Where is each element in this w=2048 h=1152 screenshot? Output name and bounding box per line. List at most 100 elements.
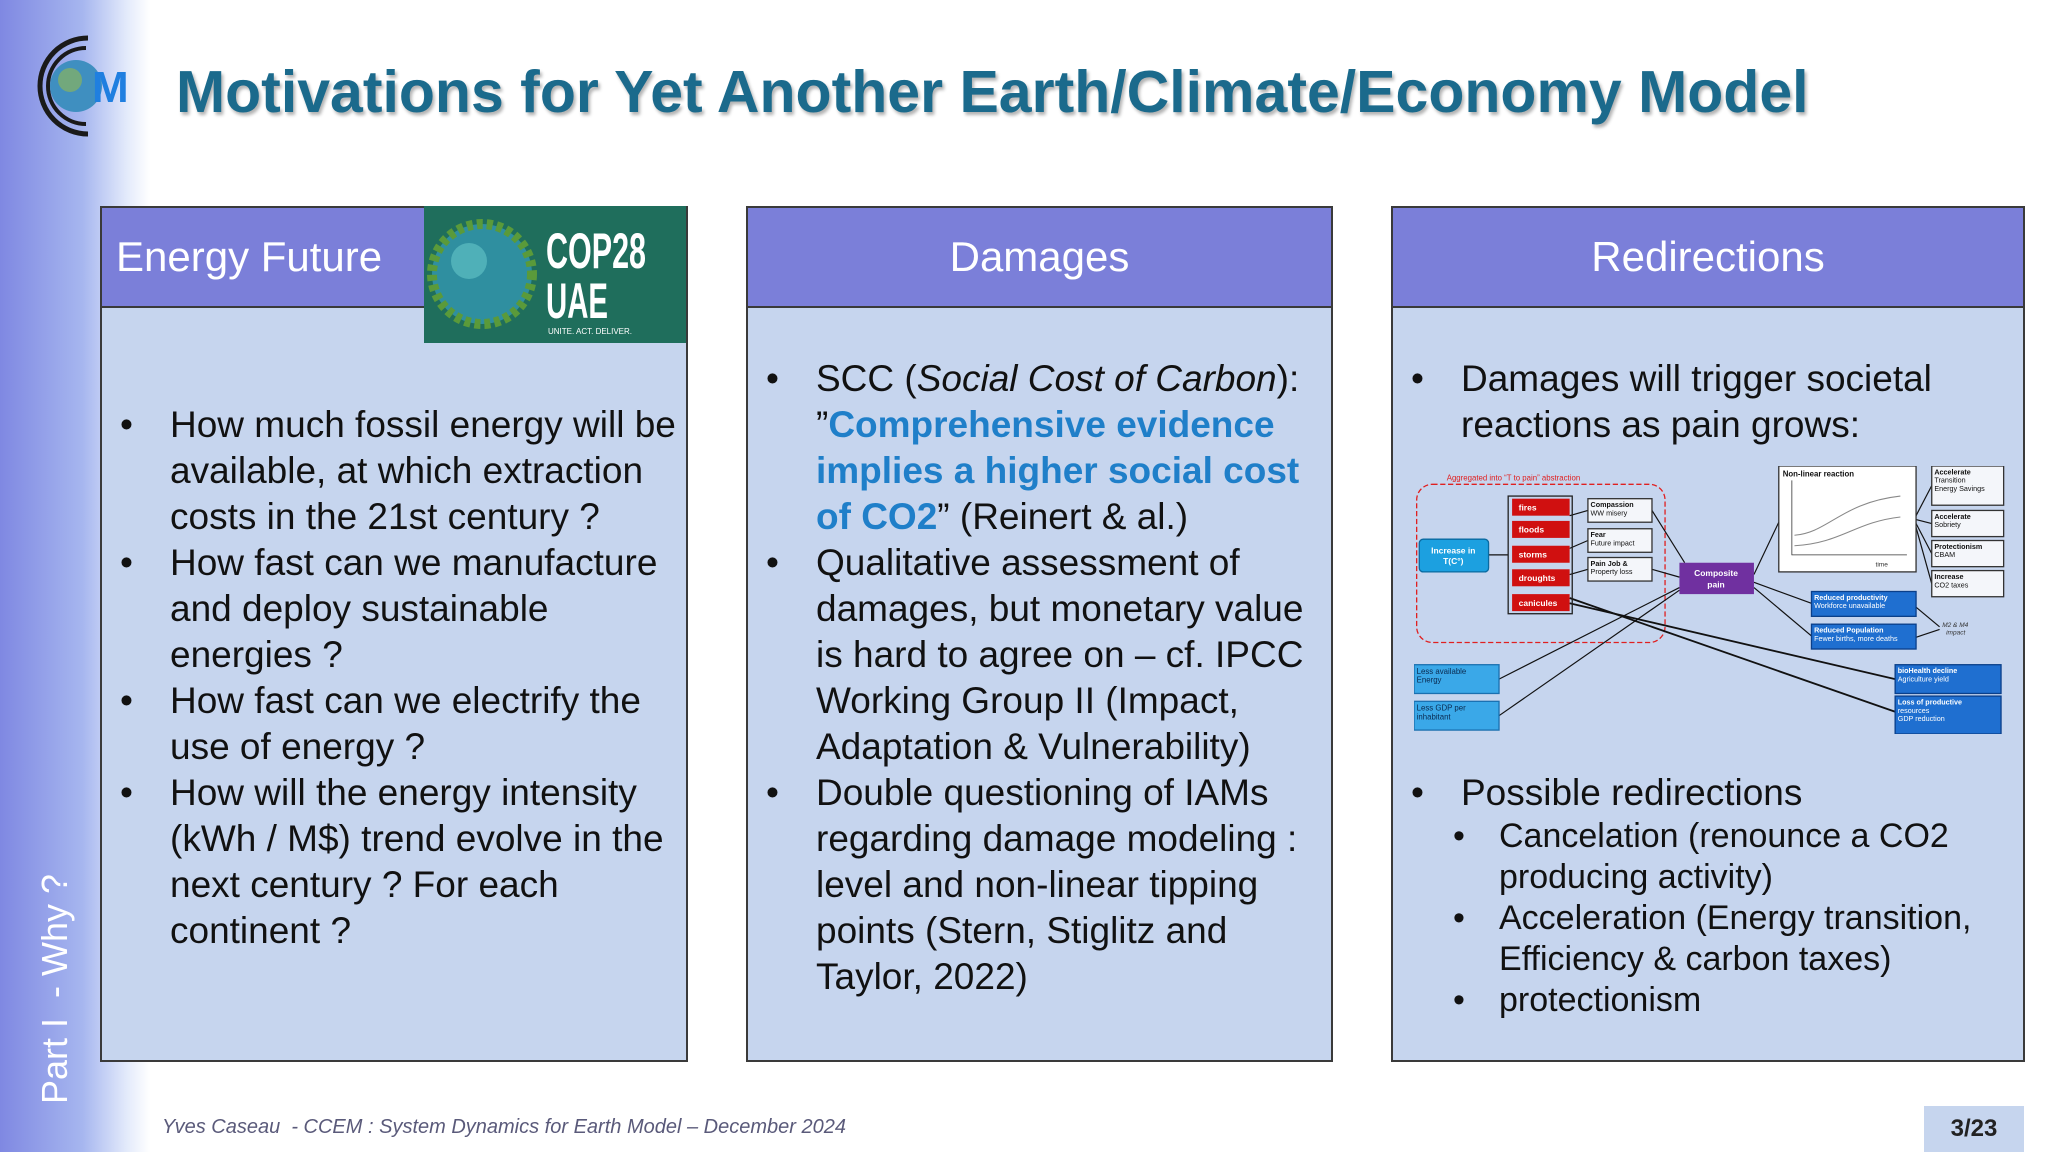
graph-curve xyxy=(1794,495,1901,536)
node-label: Increase xyxy=(1934,572,1963,581)
bullet: Damages will trigger societal reactions … xyxy=(1411,356,1971,448)
arrow xyxy=(1915,519,1932,525)
node-label: Accelerate xyxy=(1934,467,1970,476)
arrow xyxy=(1569,597,1896,713)
node xyxy=(1810,623,1917,650)
node xyxy=(1414,700,1500,731)
bullet-list: Damages will trigger societal reactions … xyxy=(1411,356,1971,448)
node-label: resources xyxy=(1898,706,1930,715)
node xyxy=(1810,590,1917,617)
cop28-art: COP28 UAE UNITE. ACT. DELIVER. xyxy=(427,219,646,336)
node-label: Less GDP per xyxy=(1417,703,1466,712)
node-label: Energy Savings xyxy=(1934,484,1985,493)
bullet-list: Possible redirections xyxy=(1411,770,2011,816)
node-label: canicules xyxy=(1519,598,1558,608)
logo-land xyxy=(58,68,82,92)
node-label: Protectionism xyxy=(1934,542,1982,551)
node-label: Transition xyxy=(1934,476,1965,485)
node-label: WW misery xyxy=(1591,508,1628,517)
sub-bullet-list: Cancelation (renounce a CO2 producing ac… xyxy=(1453,816,2013,1021)
node xyxy=(1414,664,1500,695)
panel-header: Redirections xyxy=(1393,208,2023,308)
node-label: Reduced productivity xyxy=(1814,593,1887,602)
arrow xyxy=(1651,568,1680,578)
node-label: Composite xyxy=(1694,568,1738,578)
node-label: T(C°) xyxy=(1443,556,1464,566)
page-number-text: 3/23 xyxy=(1950,1115,1998,1142)
earth-leaves xyxy=(427,219,537,329)
node-label: Workforce unavailable xyxy=(1814,601,1885,610)
node xyxy=(1587,498,1653,523)
node xyxy=(1931,539,2005,568)
node-label: Loss of productive xyxy=(1898,698,1962,707)
node xyxy=(1512,594,1570,612)
node xyxy=(1931,569,2005,598)
hazard-frame xyxy=(1507,495,1573,615)
side-label: Part I - Why ? xyxy=(34,873,75,1104)
bullet: How much fossil energy will be available… xyxy=(120,402,680,540)
slide-title: Motivations for Yet Another Earth/Climat… xyxy=(176,59,1809,125)
panel-title: Damages xyxy=(949,233,1130,280)
node-label: Fewer births, more deaths xyxy=(1814,634,1898,643)
node xyxy=(1512,569,1570,587)
node-label: Reduced Population xyxy=(1814,626,1883,635)
node-label: Future impact xyxy=(1591,538,1635,547)
node-label: Agriculture yield xyxy=(1898,674,1949,683)
node-label: pain xyxy=(1707,580,1724,590)
bullet-text: ): ” xyxy=(816,358,1300,445)
node xyxy=(1679,562,1754,595)
node-label: Compassion xyxy=(1591,500,1634,509)
diagram: Aggregated into “T to pain” abstraction … xyxy=(1414,466,2005,734)
connectors xyxy=(1488,485,1940,717)
logo-arc xyxy=(46,46,87,126)
impact-label: impact xyxy=(1946,630,1966,637)
arrow xyxy=(1753,587,1812,637)
bullet: Qualitative assessment of damages, but m… xyxy=(766,540,1321,770)
node-label: Fear xyxy=(1591,530,1606,539)
node-label: Increase in xyxy=(1431,546,1475,556)
node xyxy=(1512,520,1570,538)
node-label: droughts xyxy=(1519,573,1556,583)
node xyxy=(1931,509,2005,538)
node xyxy=(1512,498,1570,516)
diagram-label: Aggregated into “T to pain” abstraction xyxy=(1447,473,1580,482)
panel-title: Energy Future xyxy=(116,233,383,280)
node-label: inhabitant xyxy=(1417,712,1452,721)
earth-sea xyxy=(451,243,487,279)
cop-title: COP28 xyxy=(546,223,646,279)
panel-header: Damages xyxy=(748,208,1331,308)
bullet: How fast can we electrify the use of ene… xyxy=(120,678,680,770)
panel: Damages SCC (Social Cost of Carbon): ”Co… xyxy=(746,206,1333,1062)
node xyxy=(1512,545,1570,563)
node-label: CBAM xyxy=(1934,550,1955,559)
bullet-list: How much fossil energy will be available… xyxy=(120,402,680,954)
node-label: Pain Job & xyxy=(1591,559,1628,568)
reaction-graph xyxy=(1778,466,1917,573)
node-label: fires xyxy=(1519,502,1537,512)
logo: M xyxy=(37,35,129,137)
page-number: 3/23 xyxy=(1924,1106,2024,1152)
sub-bullet: protectionism xyxy=(1453,980,2013,1021)
arrow xyxy=(1753,521,1780,575)
node xyxy=(1418,538,1490,573)
bullet: Double questioning of IAMs regarding dam… xyxy=(766,770,1321,1000)
node-label: Sobriety xyxy=(1934,520,1961,529)
logo-text: M xyxy=(92,63,129,112)
bullet: How will the energy intensity (kWh / M$)… xyxy=(120,770,680,954)
arrow xyxy=(1915,523,1933,554)
arrow xyxy=(1915,628,1940,638)
node xyxy=(1894,695,2002,734)
sub-bullet: Acceleration (Energy transition, Efficie… xyxy=(1453,898,2013,980)
bullet-text: ” (Reinert & al.) xyxy=(937,496,1189,537)
hazard-group: fires floods storms droughts canicules xyxy=(1512,498,1570,612)
node-label: Accelerate xyxy=(1934,512,1970,521)
bullet-text: SCC ( xyxy=(816,358,917,399)
graph-curve xyxy=(1794,516,1901,547)
node-label: Less available xyxy=(1417,667,1467,676)
